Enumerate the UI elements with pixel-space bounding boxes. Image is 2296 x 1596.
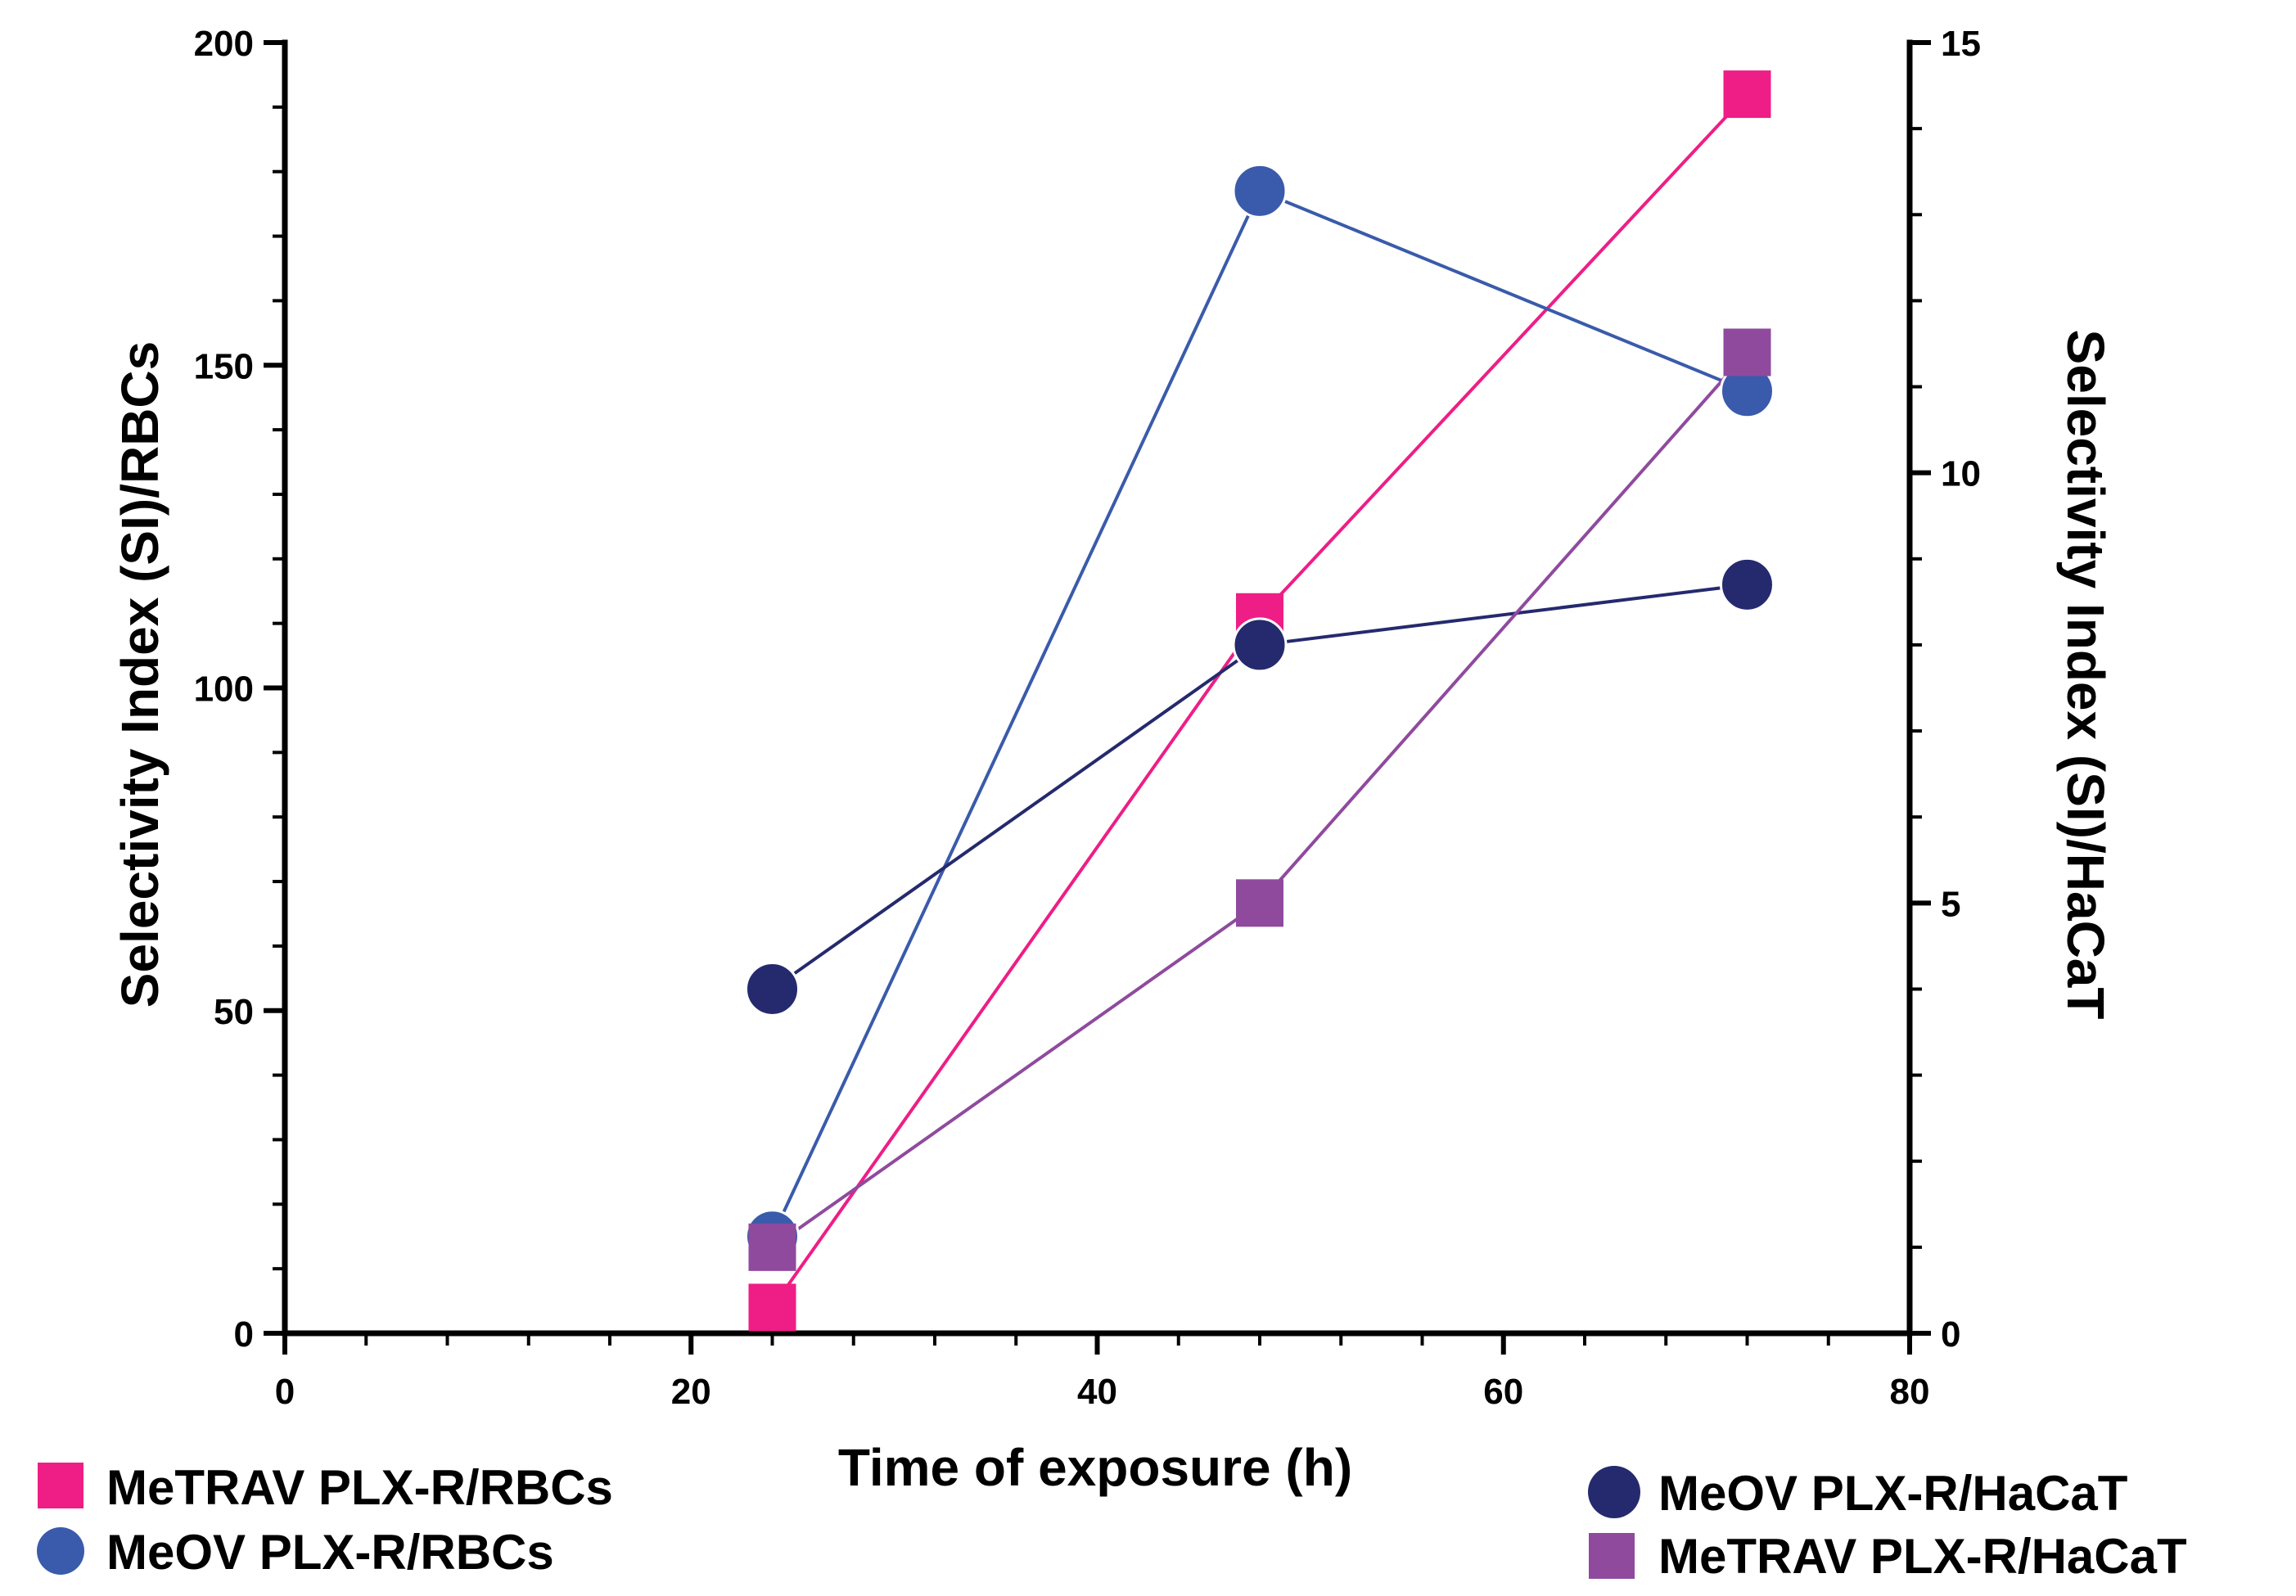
- y-right-tick-label: 0: [1941, 1314, 1960, 1355]
- data-point-circle-2: [1720, 557, 1775, 612]
- legend-item-meov-hacat: MeOV PLX-R/HaCaT: [1588, 1466, 2127, 1521]
- y-left-tick-label: 150: [194, 346, 254, 386]
- x-tick-label: 60: [1483, 1372, 1523, 1412]
- y-right-tick-label: 10: [1941, 454, 1981, 494]
- legend-label: MeTRAV PLX-R/HaCaT: [1658, 1529, 2187, 1584]
- axes: 0 20 40 60 80 0 50 100 150 200 0 5 10 15: [194, 24, 1981, 1412]
- data-point-circle-2: [745, 961, 800, 1017]
- data-point-square-3: [1723, 328, 1771, 376]
- x-axis-title: Time of exposure (h): [838, 1438, 1352, 1497]
- x-tick-label: 40: [1077, 1372, 1117, 1412]
- series-layer: [745, 70, 1775, 1332]
- legend-label: MeOV PLX-R/RBCs: [106, 1525, 554, 1580]
- legend-marker-circle-blue: [37, 1527, 84, 1575]
- legend-marker-square-purple: [1589, 1533, 1635, 1579]
- series-line-3: [771, 351, 1748, 1249]
- data-point-square-0: [1723, 70, 1771, 119]
- legend-label: MeOV PLX-R/HaCaT: [1658, 1466, 2127, 1521]
- series-line-0: [770, 92, 1748, 1309]
- legend-item-metrav-hacat: MeTRAV PLX-R/HaCaT: [1589, 1529, 2187, 1584]
- y-left-tick-label: 50: [214, 992, 254, 1032]
- series-line-1: [770, 189, 1748, 1238]
- x-tick-label: 20: [671, 1372, 711, 1412]
- y-left-tick-label: 100: [194, 670, 254, 710]
- legend: MeTRAV PLX-R/RBCs MeOV PLX-R/RBCs MeOV P…: [37, 1460, 2187, 1584]
- y-right-tick-label: 15: [1941, 24, 1981, 64]
- legend-marker-square-pink: [38, 1463, 83, 1508]
- data-point-circle-2: [1232, 617, 1288, 673]
- data-point-square-0: [748, 1283, 796, 1332]
- y-left-tick-label: 200: [194, 24, 254, 64]
- x-tick-label: 80: [1890, 1372, 1930, 1412]
- legend-item-meov-rbcs: MeOV PLX-R/RBCs: [37, 1525, 554, 1580]
- data-point-square-3: [1236, 879, 1283, 927]
- data-point-circle-1: [1232, 163, 1288, 219]
- y-left-tick-label: 0: [234, 1314, 254, 1355]
- x-tick-label: 0: [275, 1372, 295, 1412]
- legend-marker-circle-navy: [1588, 1466, 1640, 1518]
- y-right-tick-label: 5: [1941, 884, 1960, 924]
- y-right-axis-title: Selectivity Index (SI)/HaCaT: [2056, 330, 2115, 1020]
- y-left-axis-title: Selectivity Index (SI)/RBCs: [111, 341, 169, 1008]
- legend-label: MeTRAV PLX-R/RBCs: [106, 1460, 613, 1515]
- data-point-square-3: [748, 1223, 796, 1271]
- legend-item-metrav-rbcs: MeTRAV PLX-R/RBCs: [38, 1460, 613, 1515]
